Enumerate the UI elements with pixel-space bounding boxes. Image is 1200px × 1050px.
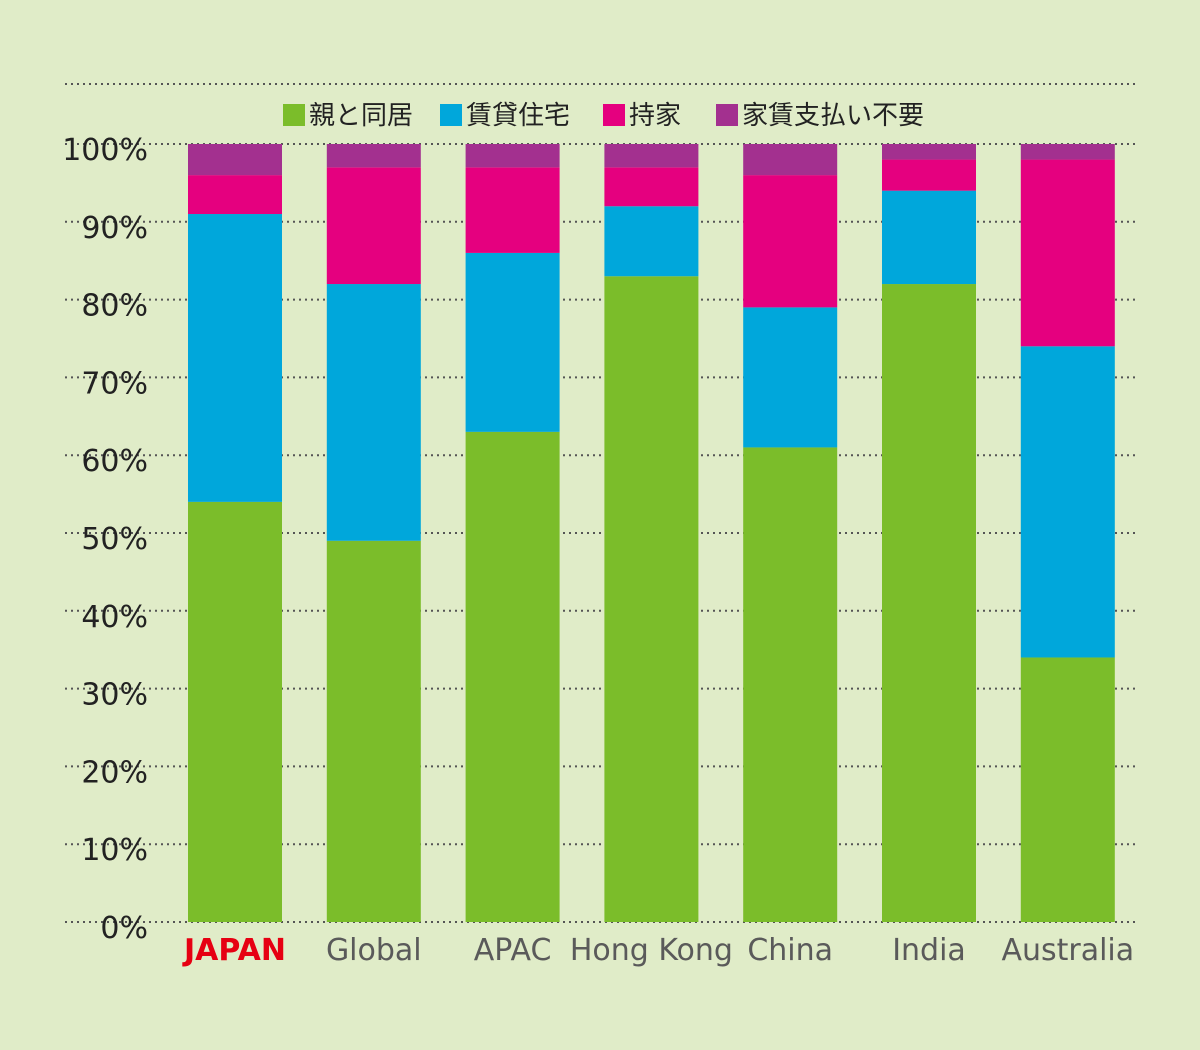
x-tick-label: JAPAN (182, 933, 286, 968)
legend-label: 賃貸住宅 (466, 101, 570, 131)
bar-segment (465, 431, 560, 922)
bar-segment (604, 167, 699, 207)
bar-segment (604, 276, 699, 922)
legend-label: 親と同居 (309, 101, 413, 131)
y-tick-label: 20% (81, 755, 148, 790)
bar-stack (326, 144, 421, 922)
bar-segment (743, 175, 838, 308)
legend-label: 持家 (629, 101, 681, 131)
legend-item: 親と同居 (283, 101, 413, 131)
legend-swatch (716, 104, 738, 126)
x-tick-label: Hong Kong (570, 933, 733, 968)
x-axis: JAPAN Global APAC Hong Kong China India Austra… (182, 933, 1134, 968)
bar-segment (188, 175, 282, 215)
bar-stack (188, 144, 282, 922)
bar-segment (188, 214, 282, 502)
y-tick-label: 40% (81, 600, 148, 635)
legend: 親と同居 賃貸住宅 持家 家賃支払い不要 (283, 101, 924, 131)
y-tick-label: 80% (81, 289, 148, 324)
bar-segment (743, 307, 838, 448)
bar-segment (326, 540, 421, 922)
x-tick-label: Australia (1001, 933, 1134, 968)
legend-item: 家賃支払い不要 (716, 101, 924, 131)
bar-segment (743, 144, 838, 176)
bar-segment (1020, 657, 1115, 922)
bars (188, 144, 1115, 922)
bar-segment (1020, 159, 1115, 347)
x-tick-label: India (892, 933, 966, 968)
x-tick-label: APAC (474, 933, 552, 968)
bar-segment (882, 284, 976, 922)
y-tick-label: 30% (81, 678, 148, 713)
legend-label: 家賃支払い不要 (742, 101, 924, 131)
bar-segment (188, 144, 282, 176)
legend-item: 持家 (603, 101, 681, 131)
bar-segment (326, 144, 421, 168)
y-tick-label: 70% (81, 366, 148, 401)
gridlines (65, 143, 1137, 923)
y-tick-label: 10% (81, 833, 148, 868)
x-tick-label: Global (326, 933, 422, 968)
y-tick-label: 50% (81, 522, 148, 557)
y-tick-label: 0% (100, 911, 148, 946)
y-tick-label: 90% (81, 211, 148, 246)
bar-segment (1020, 144, 1115, 160)
y-tick-label: 100% (62, 133, 148, 168)
bar-stack (743, 144, 838, 922)
bar-segment (604, 206, 699, 277)
bar-segment (465, 167, 560, 253)
bar-segment (882, 190, 976, 285)
bar-segment (465, 144, 560, 168)
legend-swatch (603, 104, 625, 126)
bar-stack (882, 144, 976, 922)
bar-segment (743, 447, 838, 922)
legend-swatch (440, 104, 462, 126)
bar-stack (465, 144, 560, 922)
y-axis: 0% 10% 20% 30% 40% 50% 60% 70% 80% 90% 100% (62, 133, 148, 946)
legend-swatch (283, 104, 305, 126)
bar-stack (604, 144, 699, 922)
bar-segment (326, 167, 421, 285)
y-tick-label: 60% (81, 444, 148, 479)
bar-segment (1020, 346, 1115, 658)
bar-stack (1020, 144, 1115, 922)
bar-segment (882, 159, 976, 191)
bar-segment (465, 252, 560, 432)
bar-segment (882, 144, 976, 160)
x-tick-label: China (747, 933, 833, 968)
bar-segment (188, 501, 282, 922)
bar-segment (604, 144, 699, 168)
bar-segment (326, 284, 421, 541)
legend-item: 賃貸住宅 (440, 101, 570, 131)
